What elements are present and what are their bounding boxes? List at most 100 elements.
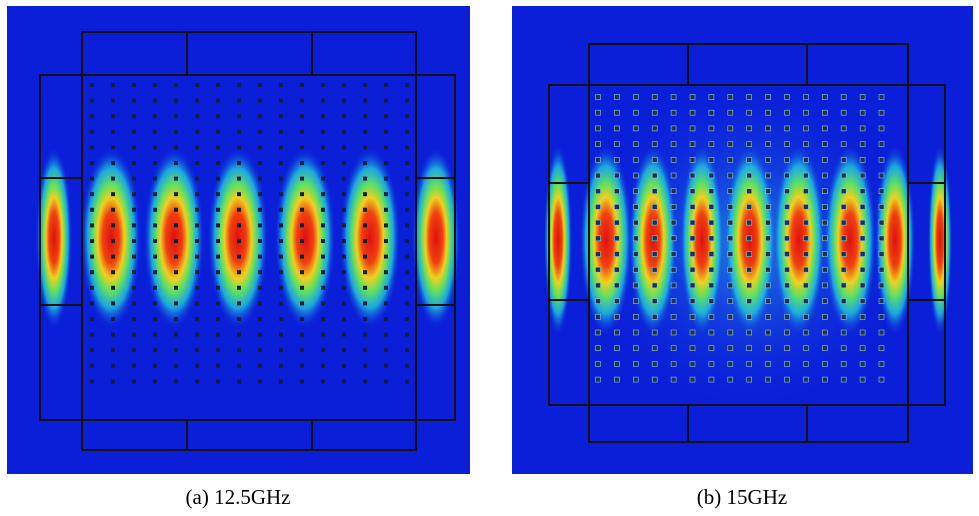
lattice-dot — [595, 235, 601, 242]
lattice-dot — [132, 348, 136, 353]
lattice-dot — [689, 282, 696, 289]
lattice-dot — [614, 109, 620, 116]
lattice-dot — [840, 109, 847, 116]
lattice-dot — [632, 361, 639, 367]
lattice-dot — [258, 301, 262, 306]
lattice-dot — [859, 188, 866, 194]
lattice-dot — [670, 125, 677, 132]
lattice-dot — [174, 348, 178, 353]
lattice-dot — [384, 254, 388, 259]
lattice-dot — [279, 161, 283, 165]
lattice-dot — [321, 176, 325, 181]
lattice-dot — [708, 125, 715, 132]
lattice-dot — [132, 223, 136, 228]
lattice-dot — [803, 329, 809, 336]
lattice-dot — [708, 219, 715, 226]
lattice-dot — [821, 204, 828, 210]
lattice-dot — [859, 204, 866, 210]
lattice-dot — [258, 176, 262, 181]
lattice-dot — [258, 348, 262, 353]
lattice-dot — [90, 161, 94, 165]
lattice-dot — [237, 254, 241, 259]
lattice-dot — [746, 298, 753, 304]
lattice-dot — [614, 345, 620, 352]
lattice-dot — [384, 363, 388, 368]
lattice-dot — [840, 329, 847, 336]
lattice-dot — [727, 94, 734, 100]
lattice-dot — [859, 172, 866, 179]
lattice-dot — [632, 282, 639, 289]
lattice-dot — [258, 83, 262, 87]
lattice-dot — [821, 188, 828, 194]
lattice-dot — [859, 141, 866, 147]
lattice-dot — [727, 141, 734, 147]
lattice-dot — [216, 83, 220, 87]
lattice-dot — [651, 266, 658, 273]
lattice-dot — [614, 313, 620, 320]
lattice-dot — [840, 235, 847, 242]
lattice-dot — [216, 254, 220, 259]
lattice-dot — [90, 129, 94, 134]
lattice-dot — [803, 313, 809, 320]
lattice-dot — [746, 313, 753, 320]
lattice-dot — [803, 219, 809, 226]
lattice-dot — [784, 361, 790, 367]
lattice-dot — [595, 219, 601, 226]
lattice-dot — [384, 270, 388, 275]
lattice-dot — [321, 83, 325, 87]
lattice-dot — [384, 129, 388, 134]
lattice-dot — [803, 376, 809, 383]
lattice-dot — [727, 235, 734, 242]
lattice-dot — [784, 345, 790, 352]
lattice-dot — [670, 251, 677, 257]
lattice-dot — [708, 329, 715, 336]
lattice-dot — [632, 345, 639, 352]
lattice-dot — [363, 379, 367, 384]
lattice-dot — [90, 270, 94, 275]
lattice-dot — [765, 345, 771, 352]
lattice-dot — [237, 317, 241, 321]
lattice-dot — [632, 329, 639, 336]
lattice-dot — [195, 348, 199, 353]
lattice-dot — [765, 235, 771, 242]
lattice-dot — [689, 313, 696, 320]
lattice-dot — [765, 329, 771, 336]
lattice-dot — [279, 254, 283, 259]
lattice-dot — [405, 285, 409, 290]
lattice-dot — [174, 207, 178, 212]
lattice-dot — [821, 329, 828, 336]
lattice-dot — [670, 282, 677, 289]
lattice-dot — [279, 348, 283, 353]
lattice-dot — [279, 239, 283, 243]
lattice-dot — [840, 204, 847, 210]
lattice-dot — [859, 266, 866, 273]
lattice-dot — [90, 301, 94, 306]
lattice-dot — [803, 298, 809, 304]
lattice-dot — [784, 188, 790, 194]
lattice-dot — [614, 376, 620, 383]
lattice-dot — [111, 223, 115, 228]
lattice-dot — [689, 204, 696, 210]
lattice-dot — [746, 235, 753, 242]
lattice-dot — [111, 192, 115, 197]
lattice-dot — [595, 266, 601, 273]
field-lobe — [680, 145, 724, 335]
lattice-dot — [595, 94, 601, 100]
lattice-dot — [132, 114, 136, 119]
lattice-dot — [803, 188, 809, 194]
lattice-dot — [670, 376, 677, 383]
lattice-dot — [258, 363, 262, 368]
lattice-dot — [840, 251, 847, 257]
lattice-dot — [237, 129, 241, 134]
lattice-dot — [90, 363, 94, 368]
lattice-dot — [237, 98, 241, 103]
lattice-dot — [237, 176, 241, 181]
lattice-dot — [405, 332, 409, 337]
lattice-dot — [784, 219, 790, 226]
lattice-dot — [111, 176, 115, 181]
lattice-dot — [132, 98, 136, 103]
lattice-dot — [153, 270, 157, 275]
lattice-dot — [258, 270, 262, 275]
lattice-dot — [784, 235, 790, 242]
